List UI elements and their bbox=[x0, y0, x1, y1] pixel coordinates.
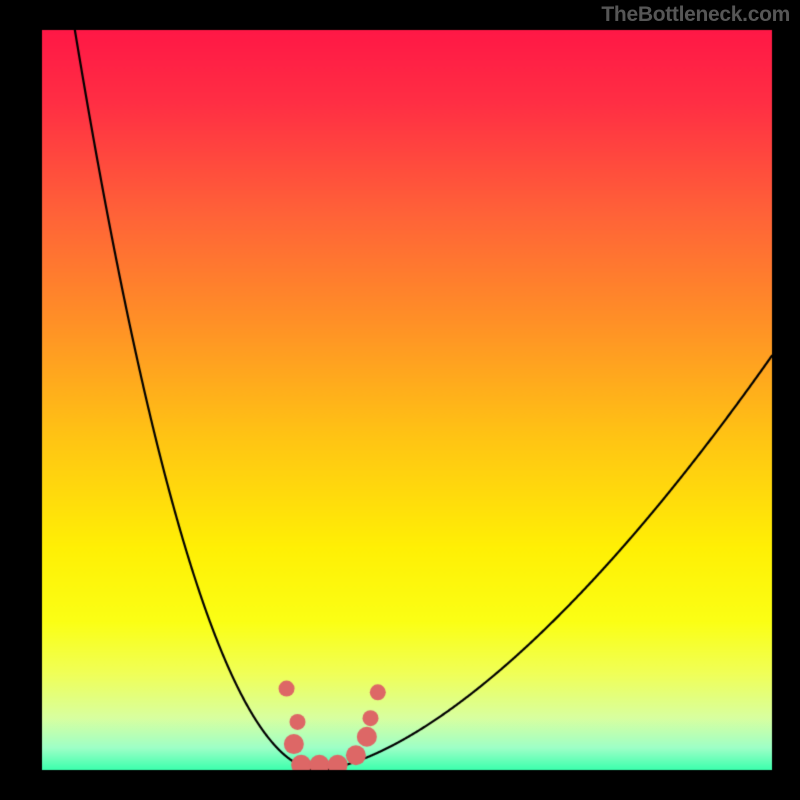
bottleneck-curve-chart bbox=[0, 0, 800, 800]
chart-container: TheBottleneck.com bbox=[0, 0, 800, 800]
watermark-text: TheBottleneck.com bbox=[601, 3, 790, 27]
